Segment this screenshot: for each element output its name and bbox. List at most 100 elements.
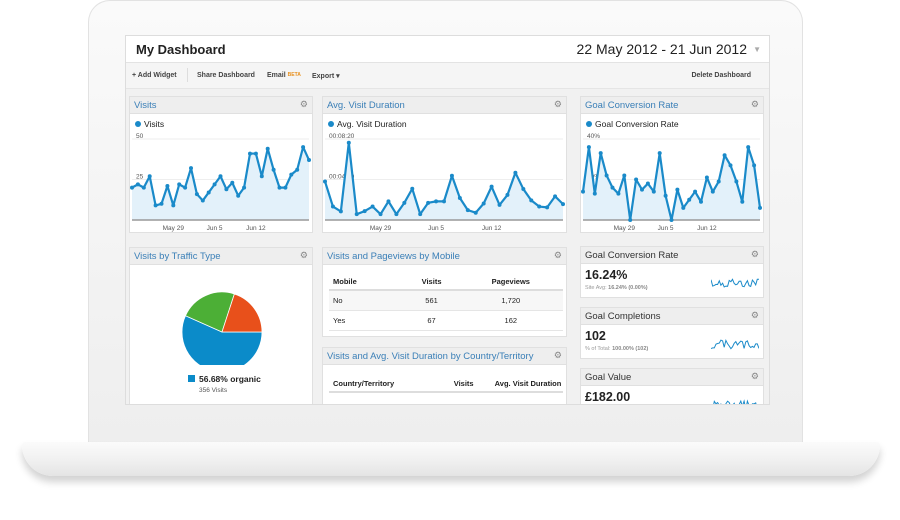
x-tick-label: Jun 12 <box>697 225 717 232</box>
avg-visit-duration-chart: Avg. Visit Duration 00:08:20 00:04:10 May 2… <box>323 119 565 232</box>
widget-title: Goal Value <box>585 372 632 383</box>
data-point <box>386 199 391 204</box>
data-point <box>521 187 526 192</box>
goal-value-scorecard: Goal Value ⚙ £182.00 <box>580 368 764 404</box>
x-tick-label: May 29 <box>163 225 185 232</box>
data-point <box>645 181 650 186</box>
export-menu[interactable]: Export ▾ <box>312 73 340 80</box>
dashboard-screen: My Dashboard 22 May 2012 - 21 Jun 2012 ▼… <box>125 35 770 405</box>
sub-value: 100.00% (102) <box>612 346 649 352</box>
data-point <box>497 202 502 207</box>
data-point <box>722 153 727 158</box>
gear-icon[interactable]: ⚙ <box>553 350 562 360</box>
mobile-table: Mobile Visits Pageviews No 561 1,720 Yes 67 16… <box>329 274 563 331</box>
data-point <box>212 182 217 187</box>
data-point <box>634 177 639 182</box>
data-point <box>489 184 494 189</box>
data-point <box>545 205 550 210</box>
gear-icon[interactable]: ⚙ <box>750 371 759 381</box>
data-point <box>301 145 306 150</box>
data-point <box>640 187 644 192</box>
traffic-type-widget: Visits by Traffic Type ⚙ 56.68% organic 3… <box>129 247 313 404</box>
data-point <box>370 204 375 209</box>
data-point <box>236 193 241 198</box>
data-point <box>473 210 478 215</box>
gear-icon[interactable]: ⚙ <box>750 310 759 320</box>
sparkline-path <box>711 278 759 288</box>
gear-icon[interactable]: ⚙ <box>553 250 562 260</box>
series-area <box>132 147 309 220</box>
table-cell: 67 <box>404 310 459 331</box>
gear-icon[interactable]: ⚙ <box>750 249 759 259</box>
data-point <box>323 179 327 184</box>
data-point <box>277 185 282 190</box>
widget-title: Visits by Traffic Type <box>134 251 221 262</box>
legend-organic: 56.68% organic <box>188 374 261 384</box>
widget-header: Goal Value ⚙ <box>581 369 763 386</box>
gear-icon[interactable]: ⚙ <box>750 99 759 109</box>
data-point <box>457 195 462 200</box>
table-cell: 1,720 <box>458 290 563 311</box>
data-point <box>194 192 199 197</box>
data-point <box>610 185 615 190</box>
share-dashboard-button[interactable]: Share Dashboard <box>197 72 255 79</box>
data-point <box>465 208 470 213</box>
data-point <box>604 173 609 178</box>
data-point <box>734 179 739 184</box>
data-point <box>159 201 164 206</box>
data-point <box>663 193 668 198</box>
data-point <box>481 201 486 206</box>
delete-dashboard-button[interactable]: Delete Dashboard <box>691 72 751 79</box>
y-tick-label: 00:08:20 <box>329 133 355 140</box>
column-header[interactable]: Mobile <box>329 274 405 291</box>
date-range-picker[interactable]: 22 May 2012 - 21 Jun 2012 <box>576 41 747 57</box>
legend-dot <box>586 121 592 127</box>
mobile-table-widget: Visits and Pageviews by Mobile ⚙ Mobile Vi… <box>322 247 567 337</box>
pie-slice <box>221 293 263 333</box>
data-point <box>338 209 343 214</box>
legend-swatch <box>188 375 195 382</box>
legend-label: Visits <box>144 119 164 129</box>
data-point <box>362 209 367 214</box>
data-point <box>592 191 597 196</box>
metric-subtext: % of Total: 100.00% (102) <box>585 346 648 352</box>
data-point <box>426 200 431 205</box>
data-point <box>200 198 205 203</box>
column-header[interactable]: Avg. Visit Duration <box>493 376 563 393</box>
data-point <box>710 189 715 194</box>
data-point <box>307 158 311 163</box>
data-point <box>135 182 140 187</box>
sparkline <box>711 338 759 350</box>
metric-value: 16.24% <box>585 268 628 282</box>
x-tick-label: May 29 <box>370 225 392 232</box>
goal-completions-scorecard: Goal Completions ⚙ 102 % of Total: 100.00… <box>580 307 764 359</box>
series-area <box>325 142 563 220</box>
traffic-pie-chart <box>181 291 263 373</box>
data-point <box>728 163 733 168</box>
data-point <box>752 163 757 168</box>
data-point <box>449 173 454 178</box>
sub-label: Site Avg: <box>585 285 607 291</box>
gear-icon[interactable]: ⚙ <box>553 99 562 109</box>
data-point <box>699 199 703 204</box>
data-point <box>681 205 686 210</box>
data-point <box>224 187 229 192</box>
data-point <box>242 185 247 190</box>
column-header[interactable]: Country/Territory <box>329 376 435 393</box>
data-point <box>616 191 621 196</box>
data-point <box>141 185 146 190</box>
column-header[interactable]: Visits <box>404 274 459 291</box>
column-header[interactable]: Visits <box>434 376 493 393</box>
add-widget-button[interactable]: + Add Widget <box>132 72 177 79</box>
data-point <box>442 199 446 204</box>
gear-icon[interactable]: ⚙ <box>299 250 308 260</box>
column-header[interactable]: Pageviews <box>458 274 563 291</box>
table-cell: 561 <box>404 290 459 311</box>
widget-header: Goal Completions ⚙ <box>581 308 763 325</box>
data-point <box>434 199 439 204</box>
email-button[interactable]: Email BETA <box>267 72 301 79</box>
chevron-down-icon[interactable]: ▼ <box>753 45 761 54</box>
gear-icon[interactable]: ⚙ <box>299 99 308 109</box>
table-cell: Yes <box>329 310 405 331</box>
